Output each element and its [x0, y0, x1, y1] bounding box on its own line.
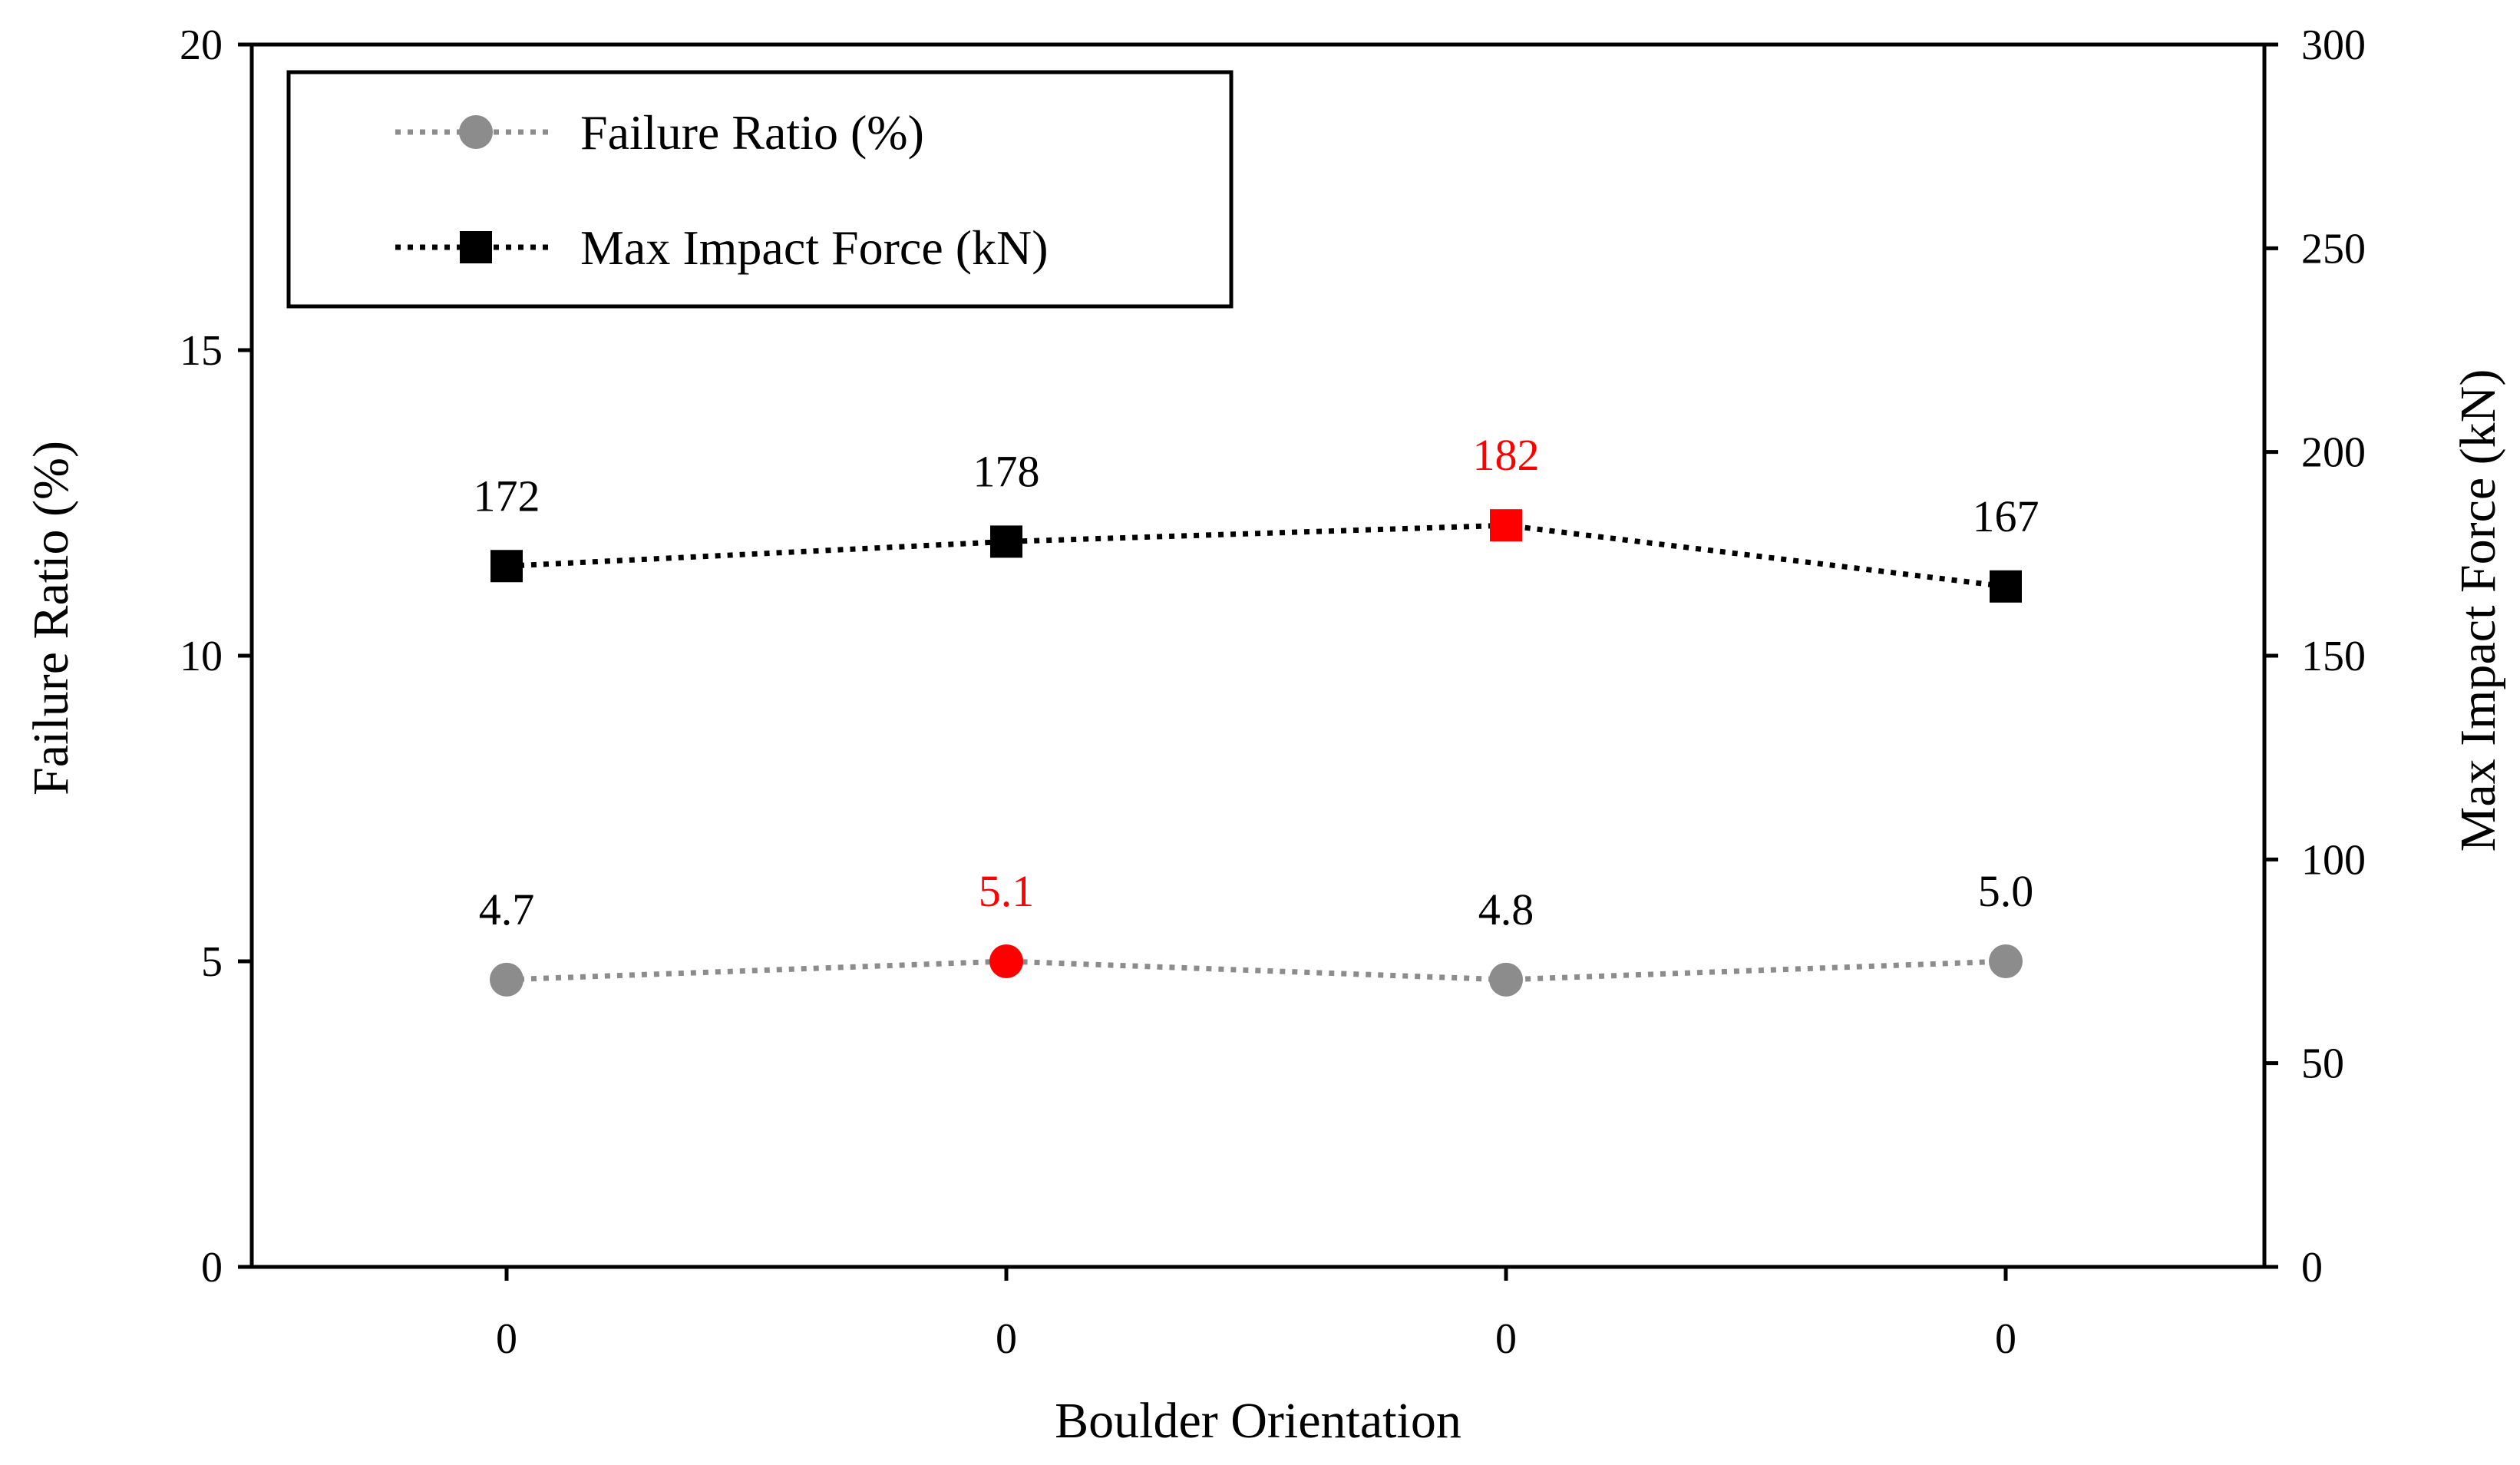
failure-ratio-line — [506, 958, 2006, 983]
left-y-tick-label-2: 10 — [180, 633, 223, 680]
failure-ratio-point-0 — [490, 962, 523, 997]
max-impact-force-point-3 — [1990, 570, 2022, 603]
failure-ratio-data-label-1: 5.1 — [979, 866, 1035, 916]
max-impact-force-data-label-3: 167 — [1973, 491, 2039, 541]
legend-failure-ratio-label: Failure Ratio (%) — [580, 105, 924, 160]
failure-ratio-data-label-3: 5.0 — [1978, 866, 2034, 916]
x-axis-title: Boulder Orientation — [1055, 1393, 1461, 1449]
legend: Failure Ratio (%) Max Impact Force (kN) — [286, 70, 1234, 309]
x-tick-label-1: 0 — [996, 1315, 1017, 1363]
right-y-axis: 0 50 100 150 200 250 300 — [2264, 21, 2366, 1291]
series-failure-ratio: 4.7 5.1 4.8 5.0 — [479, 866, 2034, 997]
legend-max-impact-force-marker — [460, 231, 492, 263]
left-y-tick-label-1: 5 — [201, 938, 223, 986]
right-y-tick-label-4: 200 — [2301, 429, 2366, 477]
max-impact-force-data-label-2: 182 — [1473, 430, 1540, 480]
right-y-tick-label-2: 100 — [2301, 836, 2366, 884]
left-y-tick-label-0: 0 — [201, 1244, 223, 1291]
left-y-axis: 0 5 10 15 20 — [180, 21, 252, 1291]
right-y-axis-title: Max Impact Force (kN) — [2450, 369, 2506, 852]
legend-max-impact-force-label: Max Impact Force (kN) — [580, 220, 1049, 275]
max-impact-force-data-label-1: 178 — [973, 446, 1040, 496]
legend-box — [286, 70, 1234, 309]
x-tick-label-0: 0 — [496, 1315, 517, 1363]
max-impact-force-data-label-0: 172 — [474, 471, 540, 521]
right-y-tick-label-3: 150 — [2301, 633, 2366, 680]
max-impact-force-point-2 — [1490, 509, 1522, 542]
x-tick-label-2: 0 — [1495, 1315, 1517, 1363]
max-impact-force-line — [506, 522, 2006, 590]
right-y-tick-label-5: 250 — [2301, 225, 2366, 273]
failure-ratio-point-3 — [1989, 944, 2023, 978]
left-y-tick-label-4: 20 — [180, 21, 223, 69]
right-y-tick-label-1: 50 — [2301, 1040, 2344, 1088]
series-layer: 4.7 5.1 4.8 5.0 172 178 182 167 — [474, 430, 2039, 997]
failure-ratio-data-label-0: 4.7 — [479, 885, 535, 934]
failure-ratio-point-2 — [1489, 962, 1523, 997]
left-y-tick-label-3: 15 — [180, 327, 223, 375]
failure-ratio-point-1 — [989, 944, 1023, 978]
x-tick-label-3: 0 — [1995, 1315, 2016, 1363]
series-max-impact-force: 172 178 182 167 — [474, 430, 2039, 603]
max-impact-force-point-1 — [990, 525, 1022, 558]
left-y-axis-title: Failure Ratio (%) — [23, 441, 79, 795]
right-y-tick-label-0: 0 — [2301, 1244, 2323, 1291]
right-y-tick-label-6: 300 — [2301, 21, 2366, 69]
failure-ratio-data-label-2: 4.8 — [1478, 885, 1534, 934]
legend-failure-ratio-marker — [459, 115, 493, 149]
max-impact-force-point-0 — [490, 550, 523, 583]
x-axis: 0 0 0 0 — [496, 1267, 2016, 1363]
